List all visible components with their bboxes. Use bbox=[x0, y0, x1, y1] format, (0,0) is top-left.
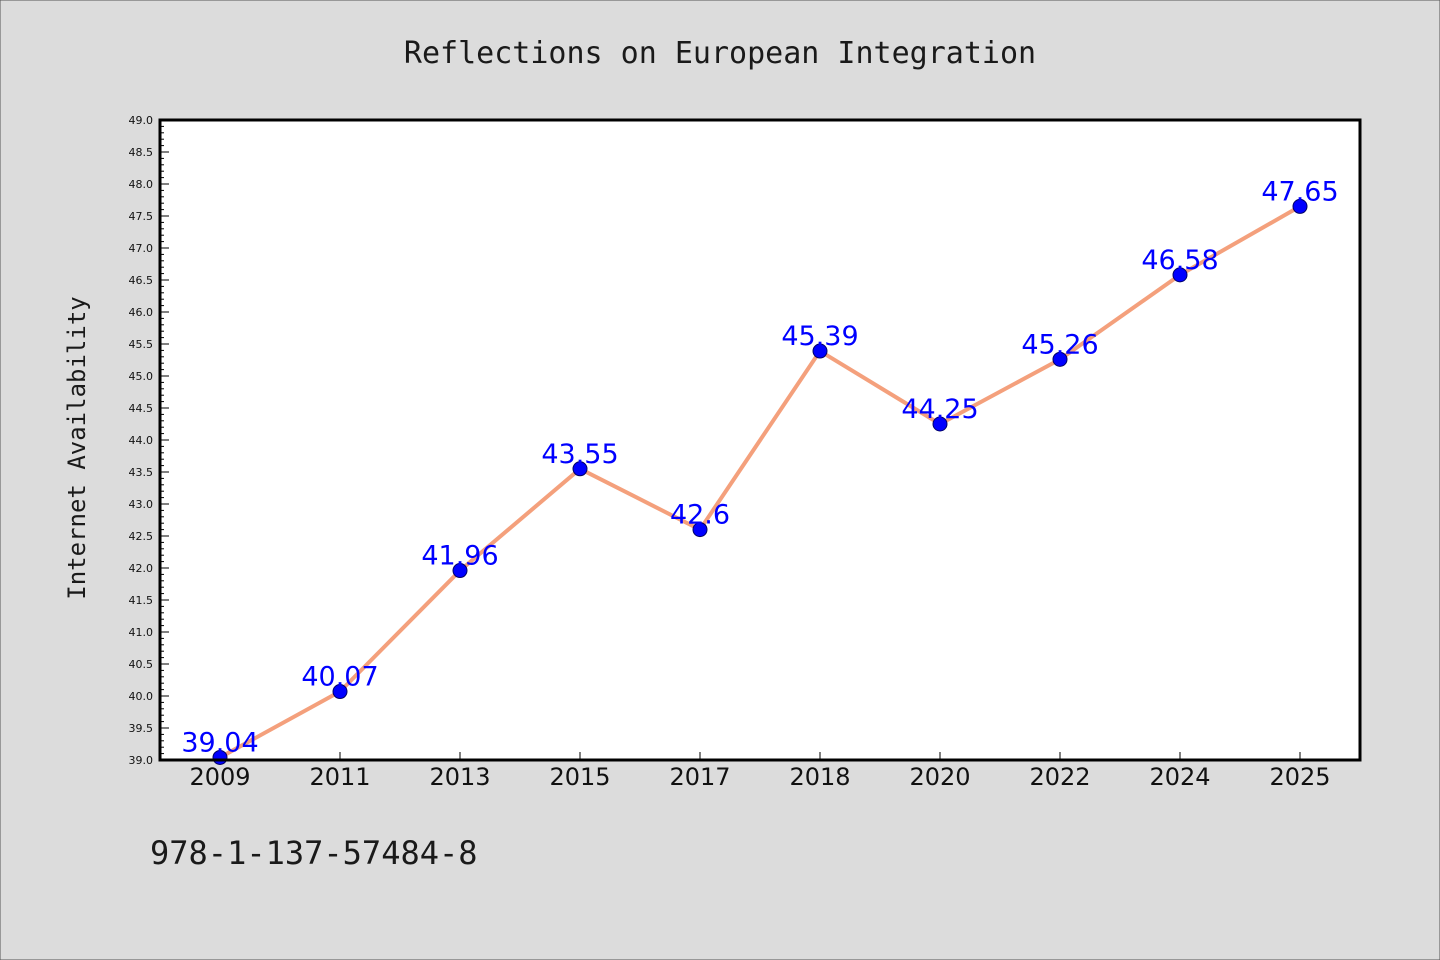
data-label: 42.6 bbox=[670, 500, 730, 531]
data-label: 47.65 bbox=[1261, 176, 1338, 207]
plot-frame bbox=[158, 118, 1362, 762]
y-tick-label: 42.5 bbox=[129, 530, 154, 543]
y-tick-label: 45.5 bbox=[129, 338, 154, 351]
y-tick-label: 47.5 bbox=[129, 210, 154, 223]
data-label: 44.25 bbox=[901, 394, 978, 425]
x-tick-label: 2025 bbox=[1269, 763, 1330, 791]
x-tick-label: 2015 bbox=[549, 763, 610, 791]
x-tick-label: 2018 bbox=[789, 763, 850, 791]
y-tick-label: 48.0 bbox=[129, 178, 154, 191]
data-label: 40.07 bbox=[301, 662, 378, 693]
y-axis-label: Internet Availability bbox=[63, 296, 91, 599]
x-tick-label: 2011 bbox=[309, 763, 370, 791]
data-point bbox=[1292, 198, 1308, 214]
y-tick-label: 42.0 bbox=[129, 562, 154, 575]
y-tick-label: 47.0 bbox=[129, 242, 154, 255]
y-tick-label: 43.0 bbox=[129, 498, 154, 511]
y-tick-label: 46.5 bbox=[129, 274, 154, 287]
data-label: 46.58 bbox=[1141, 245, 1218, 276]
x-tick-label: 2020 bbox=[909, 763, 970, 791]
x-tick-label: 2022 bbox=[1029, 763, 1090, 791]
y-tick-label: 48.5 bbox=[129, 146, 154, 159]
isbn-footer: 978-1-137-57484-8 bbox=[150, 834, 478, 872]
x-tick-label: 2017 bbox=[669, 763, 730, 791]
data-point bbox=[812, 343, 828, 359]
data-point bbox=[452, 563, 468, 579]
series-line bbox=[218, 204, 1302, 760]
x-tick-label: 2013 bbox=[429, 763, 490, 791]
y-tick-label: 44.0 bbox=[129, 434, 154, 447]
y-axis-ticks: 39.0 39.5 40.0 40.5 41.0 41.5 42.0 42.5 43.0 43.5… bbox=[129, 114, 169, 767]
data-label: 39.04 bbox=[181, 727, 258, 758]
y-tick-label: 41.0 bbox=[129, 626, 154, 639]
data-label: 45.26 bbox=[1021, 329, 1098, 360]
series-line-group bbox=[218, 204, 1302, 760]
data-point bbox=[332, 684, 348, 700]
x-axis-ticks: 2009 2011 2013 2015 2017 2018 2020 2022 2024 2025 bbox=[189, 752, 1331, 791]
data-label: 41.96 bbox=[421, 541, 498, 572]
y-tick-label: 39.5 bbox=[129, 722, 154, 735]
x-tick-label: 2009 bbox=[189, 763, 250, 791]
data-point bbox=[692, 522, 708, 538]
y-tick-label: 43.5 bbox=[129, 466, 154, 479]
y-tick-label: 40.5 bbox=[129, 658, 154, 671]
y-tick-label: 40.0 bbox=[129, 690, 154, 703]
y-tick-label: 41.5 bbox=[129, 594, 154, 607]
y-tick-label: 45.0 bbox=[129, 370, 154, 383]
y-tick-label: 49.0 bbox=[129, 114, 154, 127]
data-point bbox=[572, 461, 588, 477]
chart-title: Reflections on European Integration bbox=[404, 36, 1036, 71]
x-tick-label: 2024 bbox=[1149, 763, 1210, 791]
y-tick-label: 46.0 bbox=[129, 306, 154, 319]
data-label: 45.39 bbox=[781, 321, 858, 352]
y-tick-label: 39.0 bbox=[129, 754, 154, 767]
data-points bbox=[212, 198, 1308, 765]
data-point bbox=[1172, 267, 1188, 283]
data-labels: 39.04 40.07 41.96 43.55 42.6 45.39 44.25 45.26 4… bbox=[181, 176, 1338, 758]
data-label: 43.55 bbox=[541, 439, 618, 470]
y-tick-label: 44.5 bbox=[129, 402, 154, 415]
data-point bbox=[1052, 351, 1068, 367]
data-point bbox=[932, 416, 948, 432]
